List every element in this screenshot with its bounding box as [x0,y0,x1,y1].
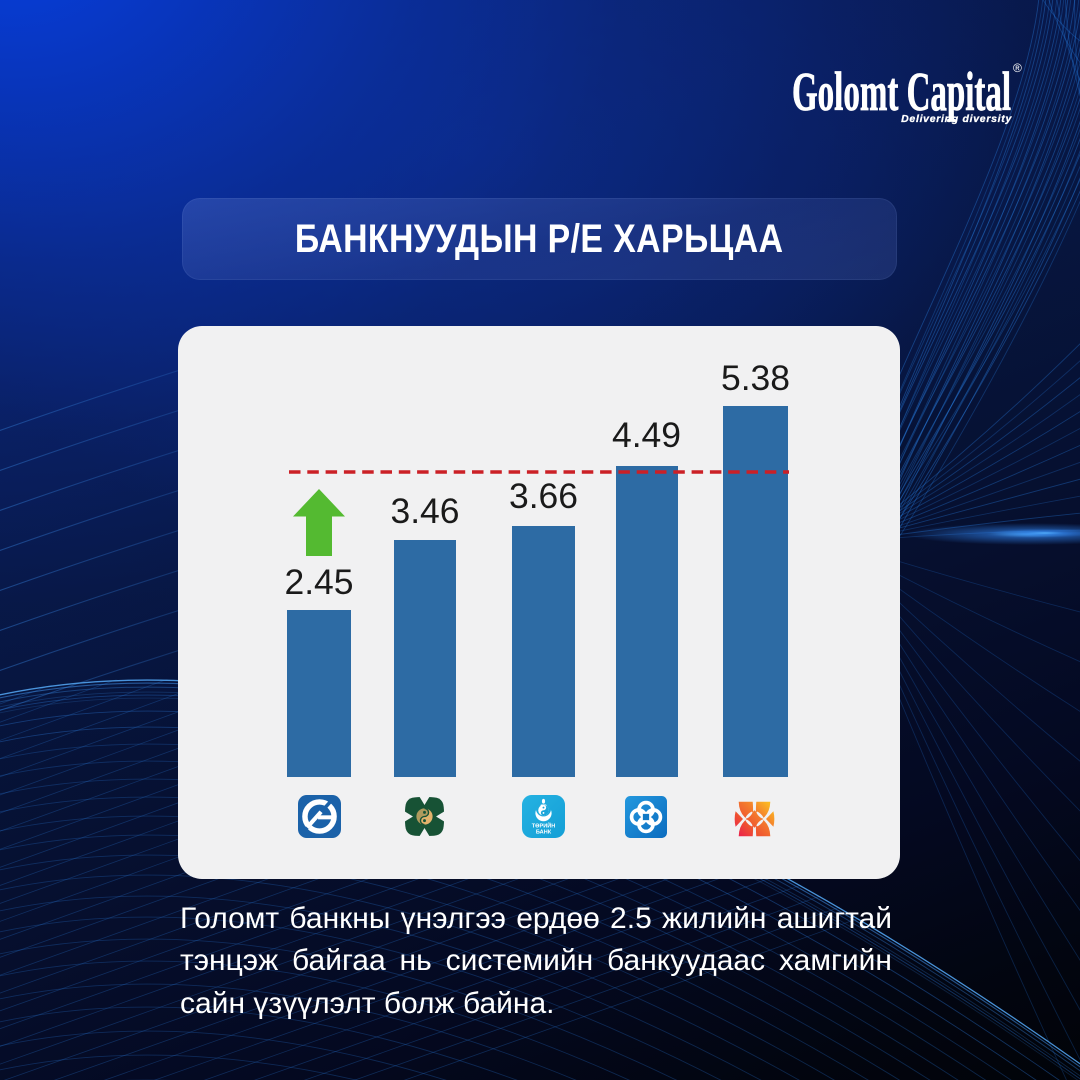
svg-text:ТӨРИЙН: ТӨРИЙН [532,821,555,829]
svg-text:БАНК: БАНК [536,830,552,836]
